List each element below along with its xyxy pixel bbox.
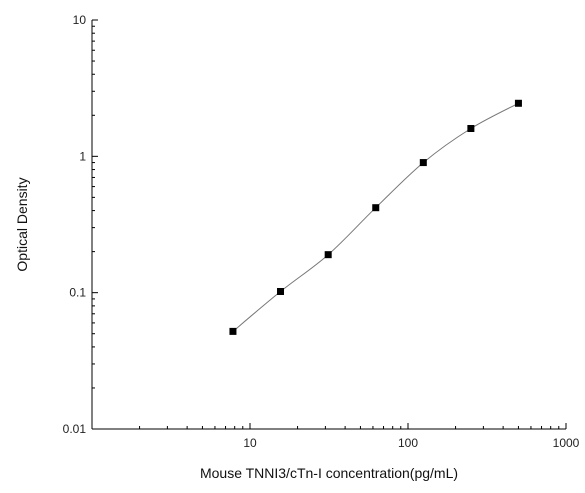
y-tick-label: 10 xyxy=(73,13,87,27)
data-points xyxy=(229,99,522,335)
y-tick-label: 0.01 xyxy=(63,422,87,436)
x-tick-label: 100 xyxy=(398,436,418,450)
data-point xyxy=(514,99,522,107)
data-point xyxy=(277,287,285,295)
y-axis-title: Optical Density xyxy=(14,177,30,271)
data-point xyxy=(372,204,380,212)
y-tick-label: 0.1 xyxy=(69,286,86,300)
x-tick-label: 10 xyxy=(243,436,257,450)
data-point xyxy=(229,327,237,335)
x-tick-label: 1000 xyxy=(553,436,580,450)
y-tick-label: 1 xyxy=(79,149,86,163)
data-point xyxy=(324,251,332,259)
x-axis-title: Mouse TNNI3/cTn-I concentration(pg/mL) xyxy=(200,465,458,481)
data-point xyxy=(467,125,475,133)
fit-curve xyxy=(232,102,519,332)
fit-curve-layer xyxy=(232,102,519,332)
data-point xyxy=(419,159,427,167)
axes: 0.01 0.1 1 10 10 100 1000 xyxy=(63,13,580,450)
